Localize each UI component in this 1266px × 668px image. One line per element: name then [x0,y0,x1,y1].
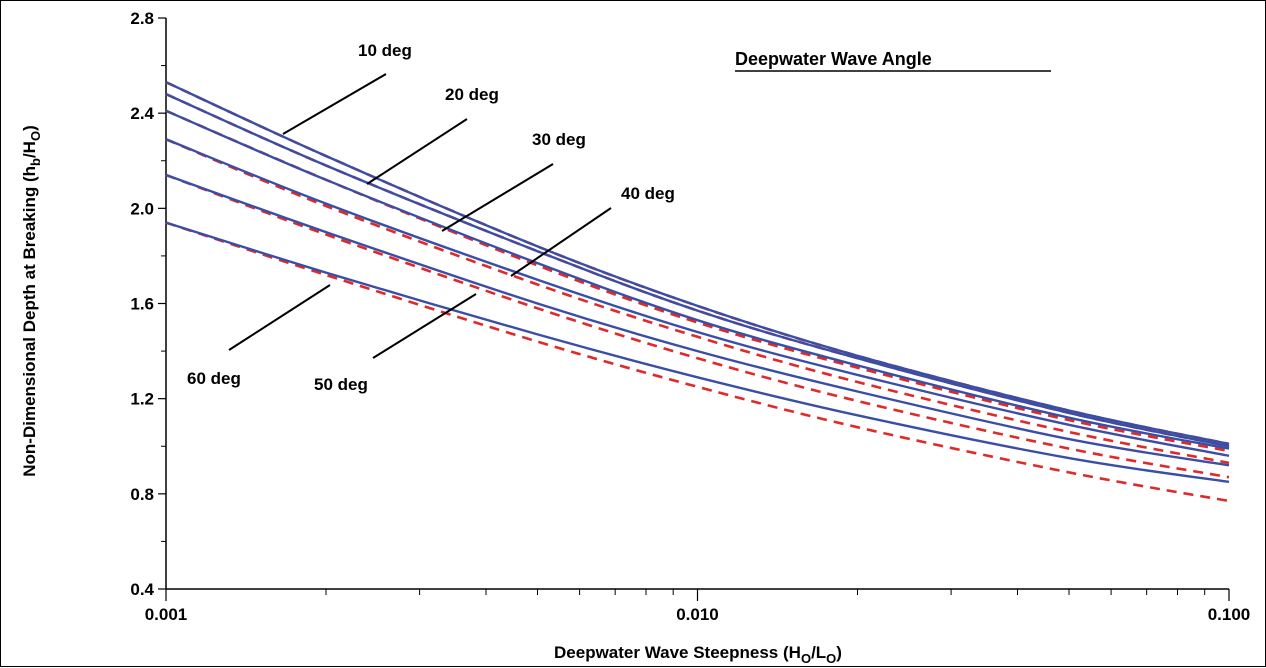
annotation-60-deg: 60 deg [187,369,241,388]
x-tick-label: 0.001 [145,605,188,624]
leader-line-40-deg [510,207,612,277]
leader-line-10-deg [282,73,387,135]
series-line-dashed [165,138,1230,465]
annotation-20-deg: 20 deg [445,85,499,104]
series-line-dashed [165,221,1230,503]
y-tick-label: 0.4 [130,580,154,599]
y-tick-label: 0.8 [130,485,154,504]
leader-line-60-deg [228,284,331,351]
x-tick-label: 0.100 [1208,605,1251,624]
series-line-solid [165,221,1230,484]
annotation-40-deg: 40 deg [621,184,675,203]
x-axis-title: Deepwater Wave Steepness (HO/LO) [554,643,842,666]
x-tick-label: 0.010 [676,605,719,624]
series-group [165,81,1230,503]
series-line-solid [165,173,1230,467]
y-tick-label: 2.0 [130,199,154,218]
leader-line-20-deg [366,118,468,185]
series-line-solid [165,109,1230,450]
annotation-50-deg: 50 deg [314,375,368,394]
series-line-dashed [165,173,1230,479]
series-line-solid [165,93,1230,448]
annotation-30-deg: 30 deg [532,130,586,149]
chart-title: Deepwater Wave Angle [735,49,932,69]
y-tick-label: 2.4 [130,104,154,123]
leader-line-50-deg [372,293,477,359]
series-line-dashed [165,109,1230,453]
y-tick-label: 2.8 [130,9,154,28]
y-tick-label: 1.6 [130,295,154,314]
series-line-solid [165,81,1230,446]
y-axis-title: Non-Dimensional Depth at Breaking (hb/HO… [20,125,43,477]
y-tick-label: 1.2 [130,390,154,409]
tick-group: 0.4 0.8 1.2 1.6 2.0 2.4 2.8 0.001 0.010 0.100 [130,9,1250,624]
leader-line-30-deg [441,163,554,232]
annotation-10-deg: 10 deg [358,41,412,60]
series-line-solid [165,138,1230,457]
